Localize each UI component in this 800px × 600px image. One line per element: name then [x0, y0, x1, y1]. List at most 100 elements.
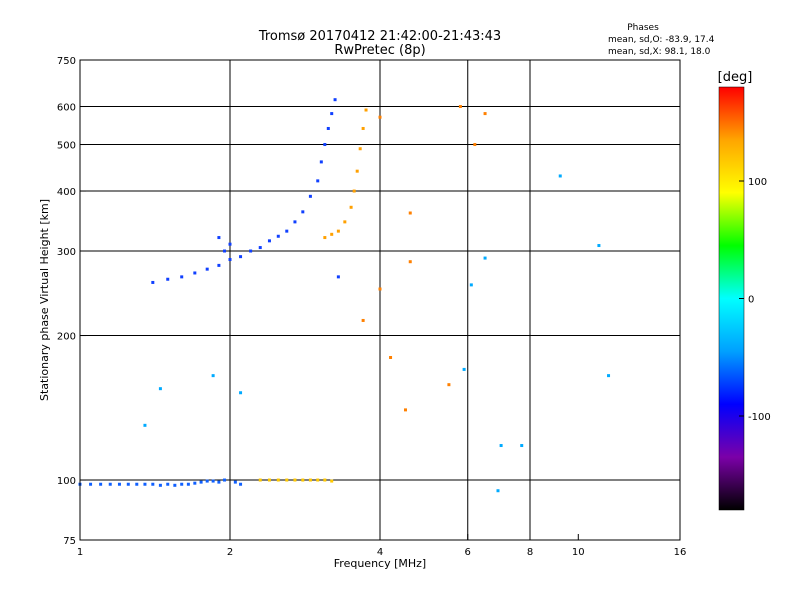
data-point [483, 256, 487, 260]
data-point [319, 160, 323, 164]
data-point [223, 478, 227, 482]
data-point [293, 220, 297, 224]
data-point [117, 482, 121, 486]
data-point [403, 408, 407, 412]
data-point [361, 126, 365, 130]
data-point [276, 478, 280, 482]
data-point [258, 246, 262, 250]
data-point [258, 478, 262, 482]
data-point [199, 480, 203, 484]
data-point [352, 189, 356, 193]
data-point [483, 112, 487, 116]
x-axis: 1 2 4 6 8 10 16 [77, 534, 687, 558]
data-point [496, 489, 500, 493]
colorbar-tick-label: -100 [748, 412, 771, 423]
data-point [330, 479, 334, 483]
x-tick-label: 4 [377, 547, 383, 558]
data-point [597, 244, 601, 248]
data-point [361, 318, 365, 322]
data-point [217, 263, 221, 267]
data-point [89, 482, 93, 486]
data-point [343, 220, 347, 224]
data-point [276, 234, 280, 238]
y-tick-label: 750 [57, 56, 76, 67]
data-point [333, 98, 337, 102]
data-point [228, 242, 232, 246]
data-point [308, 194, 312, 198]
data-point [285, 229, 289, 233]
y-tick-label: 500 [57, 141, 76, 152]
data-point [358, 147, 362, 151]
colorbar-ticks: 100 0 -100 [739, 177, 771, 423]
data-point [447, 383, 451, 387]
colorbar-tick-label: 100 [748, 177, 767, 188]
data-point [158, 387, 162, 391]
data-point [108, 482, 112, 486]
data-point [249, 249, 253, 253]
data-point [217, 480, 221, 484]
y-tick-label: 200 [57, 332, 76, 343]
data-point [211, 374, 215, 378]
y-tick-label: 75 [63, 536, 76, 547]
data-point [330, 112, 334, 116]
data-point [99, 482, 103, 486]
data-point [389, 355, 393, 359]
data-point [166, 277, 170, 281]
data-point [143, 482, 147, 486]
data-point [364, 108, 368, 112]
x-tick-label: 16 [674, 547, 687, 558]
data-point [499, 444, 503, 448]
data-point [239, 482, 243, 486]
data-point [217, 236, 221, 240]
data-point [143, 423, 147, 427]
data-point [607, 374, 611, 378]
data-point [473, 143, 477, 147]
data-point [186, 482, 190, 486]
data-point [267, 478, 271, 482]
data-point [458, 105, 462, 109]
data-point [239, 391, 243, 395]
y-tick-label: 100 [57, 476, 76, 487]
data-point [285, 478, 289, 482]
data-point [205, 267, 209, 271]
y-axis: 75 100 200 300 400 500 600 750 [57, 56, 86, 547]
data-point [323, 236, 327, 240]
data-point [326, 126, 330, 130]
x-tick-label: 6 [465, 547, 471, 558]
data-point [151, 482, 155, 486]
y-tick-label: 400 [57, 187, 76, 198]
data-point [166, 482, 170, 486]
x-tick-label: 1 [77, 547, 83, 558]
data-point [180, 275, 184, 279]
plot-points [78, 98, 611, 493]
data-point [180, 482, 184, 486]
data-point [126, 482, 130, 486]
data-point [520, 444, 524, 448]
data-point [336, 275, 340, 279]
data-point [323, 478, 327, 482]
data-point [228, 258, 232, 262]
data-point [267, 239, 271, 243]
data-point [408, 211, 412, 215]
colorbar-tick-label: 0 [748, 295, 754, 306]
x-tick-label: 10 [572, 547, 585, 558]
data-point [193, 271, 197, 275]
data-point [349, 205, 353, 209]
phases-x-stats: mean, sd,X: 98.1, 18.0 [608, 47, 711, 57]
y-tick-label: 600 [57, 103, 76, 114]
data-point [330, 232, 334, 236]
data-point [211, 479, 215, 483]
data-point [308, 478, 312, 482]
data-point [173, 483, 177, 487]
x-axis-label: Frequency [MHz] [334, 557, 426, 570]
data-point [301, 478, 305, 482]
data-point [323, 143, 327, 147]
data-point [316, 179, 320, 183]
chart-subtitle: RwPretec (8p) [334, 43, 425, 58]
phases-o-stats: mean, sd,O: -83.9, 17.4 [608, 35, 715, 45]
data-point [355, 169, 359, 173]
phases-title: Phases [627, 23, 659, 33]
data-point [378, 287, 382, 291]
data-point [239, 255, 243, 259]
